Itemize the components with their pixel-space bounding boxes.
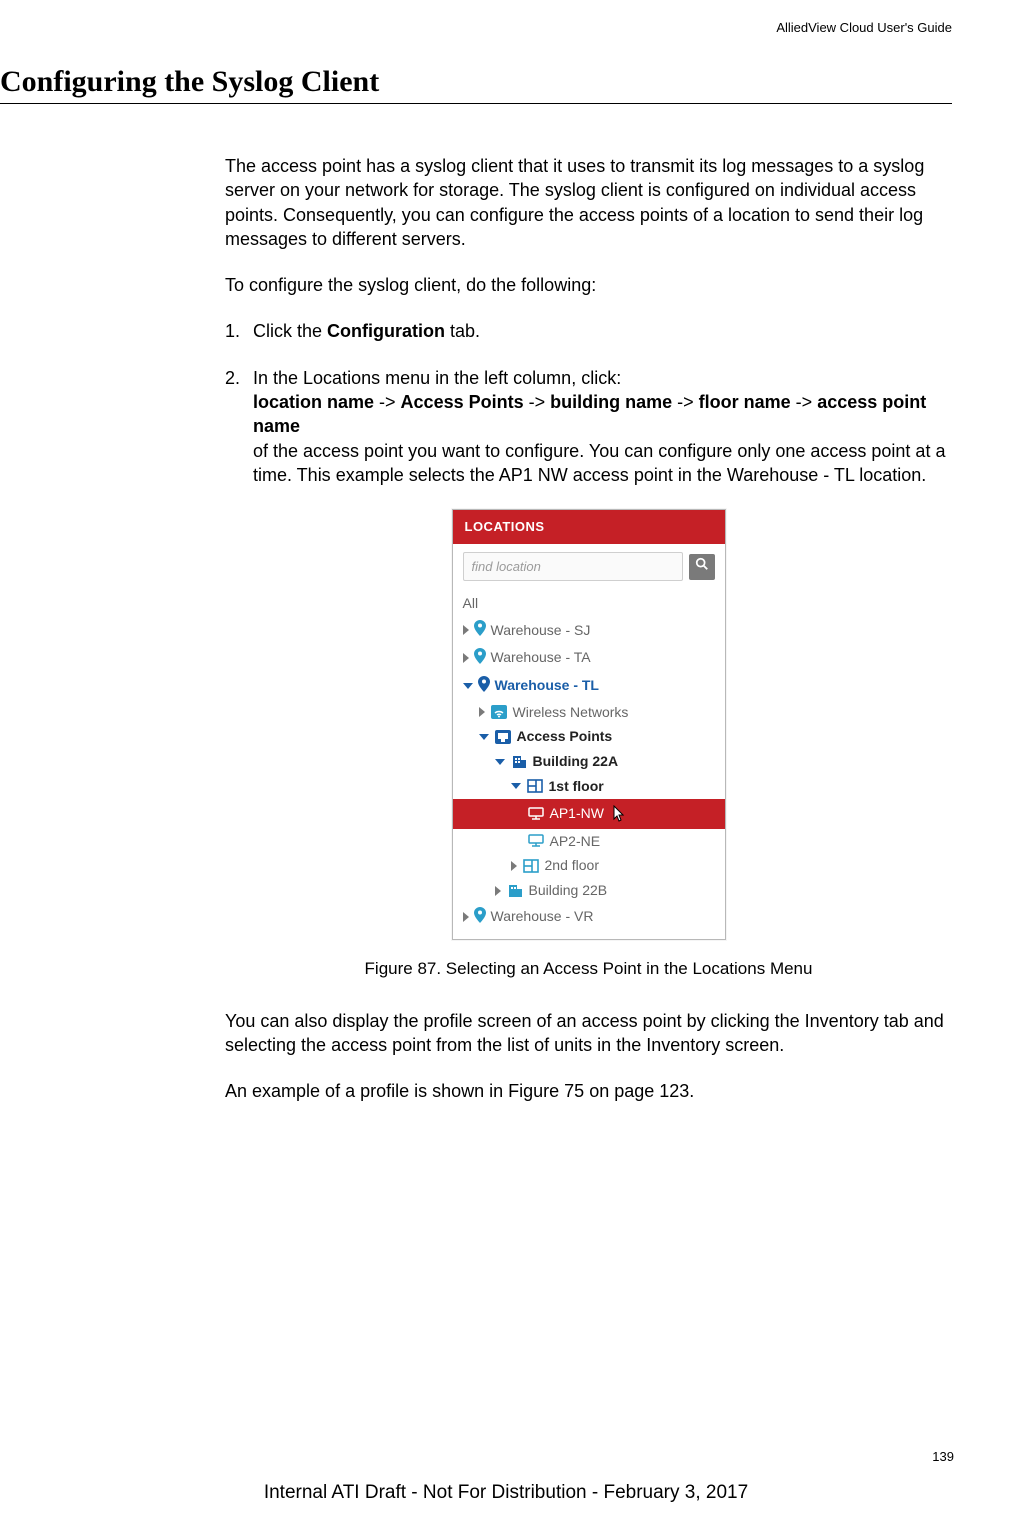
device-icon <box>527 833 545 849</box>
cursor-icon <box>611 805 627 827</box>
tree-ap2-ne[interactable]: AP2-NE <box>463 829 725 854</box>
running-header: AlliedView Cloud User's Guide <box>0 20 952 35</box>
footer-disclaimer: Internal ATI Draft - Not For Distributio… <box>0 1482 1012 1504</box>
caret-down-icon <box>479 734 489 740</box>
step-1-bold: Configuration <box>327 321 445 341</box>
tree-label: Warehouse - TA <box>491 649 591 666</box>
tree-label: 2nd floor <box>545 857 599 874</box>
caret-right-icon <box>463 625 469 635</box>
tree-warehouse-tl[interactable]: Warehouse - TL <box>463 672 725 700</box>
building-icon <box>510 754 528 770</box>
caret-down-icon <box>511 783 521 789</box>
step-2-line1: In the Locations menu in the left column… <box>253 368 621 388</box>
step-1-post: tab. <box>445 321 480 341</box>
tree-label: AP1-NW <box>550 805 604 822</box>
tree-all-label: All <box>463 595 479 612</box>
after-paragraph-2: An example of a profile is shown in Figu… <box>225 1079 952 1103</box>
device-icon <box>527 806 545 822</box>
after-paragraph-1: You can also display the profile screen … <box>225 1009 952 1058</box>
s2-a3: -> <box>672 392 699 412</box>
step-1: 1. Click the Configuration tab. <box>225 319 952 343</box>
tree-label: 1st floor <box>549 778 604 795</box>
intro-paragraph: The access point has a syslog client tha… <box>225 154 952 251</box>
tree-label: Access Points <box>517 728 613 745</box>
caret-down-icon <box>463 683 473 689</box>
tree-label: Building 22A <box>533 753 619 770</box>
caret-right-icon <box>463 912 469 922</box>
location-search-input[interactable]: find location <box>463 552 683 582</box>
s2-b3: building name <box>550 392 672 412</box>
locations-panel-header: LOCATIONS <box>453 510 725 544</box>
step-2-line3: of the access point you want to configur… <box>253 441 945 485</box>
tree-label: Wireless Networks <box>513 704 629 721</box>
tree-all[interactable]: All <box>463 591 725 616</box>
tree-label: Warehouse - SJ <box>491 622 591 639</box>
tree-warehouse-vr[interactable]: Warehouse - VR <box>463 903 725 931</box>
locations-tree: All Warehouse - SJ Warehouse - TA <box>453 589 725 938</box>
location-search-button[interactable] <box>689 554 715 580</box>
section-title: Configuring the Syslog Client <box>0 65 952 104</box>
s2-a1: -> <box>374 392 401 412</box>
step-1-number: 1. <box>225 319 253 343</box>
caret-right-icon <box>495 886 501 896</box>
figure-caption: Figure 87. Selecting an Access Point in … <box>225 958 952 981</box>
tree-label: Warehouse - TL <box>495 677 600 694</box>
location-pin-icon <box>474 907 486 927</box>
caret-down-icon <box>495 759 505 765</box>
wifi-icon <box>490 704 508 720</box>
tree-wireless-networks[interactable]: Wireless Networks <box>463 700 725 725</box>
step-1-pre: Click the <box>253 321 327 341</box>
floor-icon <box>526 778 544 794</box>
locations-panel: LOCATIONS find location All <box>452 509 726 939</box>
caret-right-icon <box>463 653 469 663</box>
s2-a4: -> <box>791 392 818 412</box>
step-2-body: In the Locations menu in the left column… <box>253 366 952 487</box>
caret-right-icon <box>479 707 485 717</box>
location-pin-icon <box>474 620 486 640</box>
tree-label: Warehouse - VR <box>491 908 594 925</box>
access-points-icon <box>494 729 512 745</box>
search-icon <box>695 557 709 576</box>
s2-b2: Access Points <box>401 392 524 412</box>
step-2-number: 2. <box>225 366 253 487</box>
page-number: 139 <box>932 1449 954 1464</box>
tree-access-points[interactable]: Access Points <box>463 724 725 749</box>
building-icon <box>506 883 524 899</box>
s2-a2: -> <box>524 392 551 412</box>
location-pin-icon <box>474 648 486 668</box>
s2-b4: floor name <box>699 392 791 412</box>
tree-building-22b[interactable]: Building 22B <box>463 878 725 903</box>
tree-ap1-nw[interactable]: AP1-NW <box>453 799 725 829</box>
locations-search-row: find location <box>453 544 725 590</box>
tree-warehouse-sj[interactable]: Warehouse - SJ <box>463 616 725 644</box>
tree-building-22a[interactable]: Building 22A <box>463 749 725 774</box>
tree-1st-floor[interactable]: 1st floor <box>463 774 725 799</box>
caret-right-icon <box>511 861 517 871</box>
floor-icon <box>522 858 540 874</box>
step-1-body: Click the Configuration tab. <box>253 319 952 343</box>
tree-label: AP2-NE <box>550 833 601 850</box>
s2-b1: location name <box>253 392 374 412</box>
step-2: 2. In the Locations menu in the left col… <box>225 366 952 487</box>
tree-label: Building 22B <box>529 882 608 899</box>
location-pin-icon <box>478 676 490 696</box>
tree-warehouse-ta[interactable]: Warehouse - TA <box>463 644 725 672</box>
tree-2nd-floor[interactable]: 2nd floor <box>463 853 725 878</box>
lead-paragraph: To configure the syslog client, do the f… <box>225 273 952 297</box>
